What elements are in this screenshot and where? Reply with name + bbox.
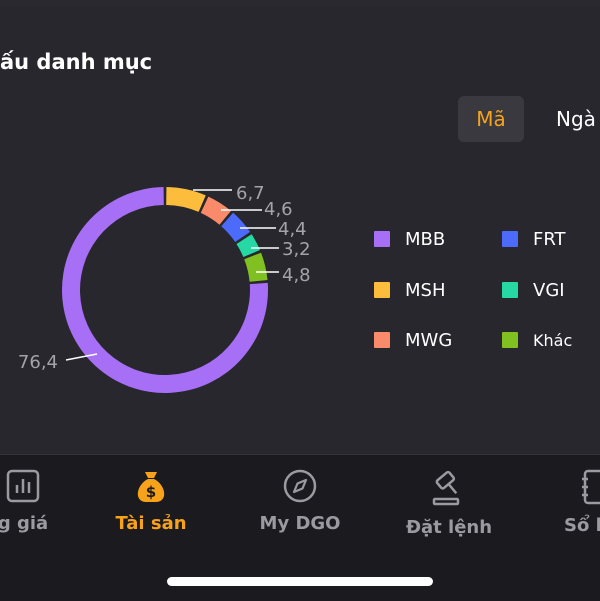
nav-item-my-dgo[interactable]: My DGO: [240, 469, 360, 534]
nav-label-my-dgo: My DGO: [259, 513, 341, 534]
data-label-vgi: 3,2: [282, 239, 311, 260]
legend-item-vgi: VGI: [502, 279, 565, 303]
legend-label-mwg: MWG: [405, 330, 453, 351]
portfolio-donut-chart: 6,74,64,43,2 4,8 76,4: [18, 183, 311, 393]
legend-item-khac: Khác: [502, 329, 572, 353]
leader-line-mbb: [65, 353, 98, 361]
notebook-icon: [582, 469, 600, 505]
nav-item-assets[interactable]: $ Tài sản: [91, 469, 211, 534]
legend-swatch-frt: [502, 231, 518, 247]
legend-label-frt: FRT: [533, 229, 566, 250]
data-label-msh: 6,7: [236, 183, 265, 204]
donut-slice-vgi: [236, 234, 260, 258]
legend-label-msh: MSH: [405, 280, 446, 301]
tab-sector[interactable]: Ngà: [556, 107, 596, 131]
money-bag-icon: $: [137, 472, 165, 502]
bottom-navigation: g giá $ Tài sản My DGO Đặt lệnh: [0, 454, 600, 601]
nav-item-place-order[interactable]: Đặt lệnh: [389, 469, 509, 538]
legend-label-vgi: VGI: [533, 280, 565, 301]
donut-slice-khác: [244, 252, 268, 282]
nav-label-order-book: Sổ lệ: [564, 515, 600, 536]
donut-slice-frt: [221, 212, 251, 243]
nav-label-assets: Tài sản: [115, 513, 187, 534]
donut-slice-mwg: [200, 196, 231, 225]
svg-text:$: $: [146, 483, 156, 501]
compass-icon: [283, 469, 317, 503]
legend-label-mbb: MBB: [405, 229, 446, 250]
legend-swatch-vgi: [502, 282, 518, 298]
legend-item-msh: MSH: [374, 279, 446, 303]
legend-swatch-msh: [374, 282, 390, 298]
legend-swatch-mbb: [374, 231, 390, 247]
nav-label-price-board: g giá: [0, 513, 49, 534]
legend-item-mwg: MWG: [374, 329, 452, 353]
nav-item-order-book[interactable]: Sổ lệ: [534, 469, 600, 536]
data-label-khác: 4,8: [282, 265, 311, 286]
card-title: ấu danh mục: [0, 50, 153, 74]
tab-ticker[interactable]: Mã: [458, 96, 524, 142]
data-label-frt: 4,4: [278, 219, 307, 240]
gavel-icon: [432, 470, 460, 506]
legend-item-mbb: MBB: [374, 228, 445, 252]
legend-swatch-mwg: [374, 332, 390, 348]
legend-label-khac: Khác: [533, 331, 573, 350]
nav-label-place-order: Đặt lệnh: [405, 517, 493, 538]
data-label-mbb: 76,4: [18, 352, 58, 373]
nav-item-price-board[interactable]: g giá: [0, 469, 83, 534]
data-label-mwg: 4,6: [264, 199, 293, 220]
donut-slice-msh: [166, 187, 206, 212]
legend-swatch-khac: [502, 332, 518, 348]
chart-icon: [6, 469, 40, 503]
home-indicator: [167, 577, 433, 586]
legend-item-frt: FRT: [502, 228, 566, 252]
